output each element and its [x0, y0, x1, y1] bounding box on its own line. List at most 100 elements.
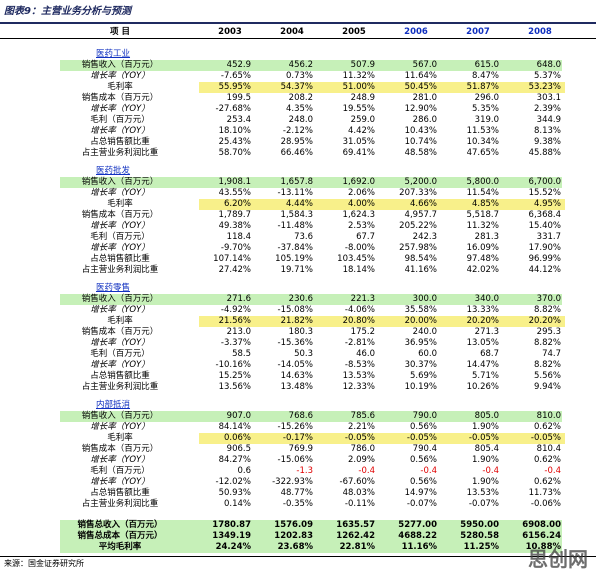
cell-value: 0.56%: [409, 455, 437, 465]
cell-value: 4.44%: [285, 199, 313, 209]
title: 图表9：主营业务分析与预测: [4, 6, 131, 17]
cell-value: -10.16%: [215, 360, 251, 370]
cell-value: 0.62%: [533, 455, 561, 465]
cell-value: 10.74%: [404, 137, 437, 147]
cell-value: 13.48%: [280, 382, 313, 392]
cell-value: 906.5: [226, 444, 251, 454]
row-highlight: [60, 177, 562, 188]
cell-value: 11.64%: [404, 71, 437, 81]
cell-value: 48.58%: [404, 148, 437, 158]
cell-value: 259.0: [350, 115, 375, 125]
cell-value: -0.05%: [344, 433, 375, 443]
header-year: 2007: [466, 27, 490, 37]
cell-value: -0.4: [482, 466, 499, 476]
row-label: 销售收入（百万元）: [81, 411, 159, 421]
cell-value: 790.0: [412, 411, 437, 421]
cell-value: 567.0: [412, 60, 437, 70]
cell-value: 769.9: [288, 444, 313, 454]
cell-value: 15.52%: [528, 188, 561, 198]
cell-value: -0.07%: [468, 499, 499, 509]
cell-value: 35.58%: [404, 305, 437, 315]
cell-value: 281.3: [474, 232, 499, 242]
cell-value: 4.85%: [471, 199, 499, 209]
cell-value: 253.4: [226, 115, 251, 125]
section-title: 医药工业: [96, 49, 131, 59]
cell-value: 51.87%: [466, 82, 499, 92]
cell-value: 5.35%: [471, 104, 499, 114]
cell-value: 0.14%: [223, 499, 251, 509]
cell-value: 4688.22: [398, 531, 437, 541]
cell-value: 28.95%: [280, 137, 313, 147]
cell-value: 107.14%: [213, 254, 251, 264]
row-label: 占主营业务利润比重: [81, 382, 159, 392]
cell-value: -0.4: [358, 466, 375, 476]
cell-value: 5,800.0: [466, 177, 499, 187]
cell-value: 2.09%: [347, 455, 375, 465]
cell-value: 248.9: [350, 93, 375, 103]
row-label: 销售收入（百万元）: [81, 177, 159, 187]
cell-value: 205.22%: [399, 221, 437, 231]
cell-value: 4.95%: [533, 199, 561, 209]
row-label: 增长率（YOY）: [90, 243, 150, 253]
cell-value: 810.4: [536, 444, 561, 454]
total-label: 平均毛利率: [98, 542, 142, 552]
row-label: 毛利（百万元）: [90, 349, 150, 359]
cell-value: 296.0: [474, 93, 499, 103]
cell-value: 242.3: [412, 232, 437, 242]
row-label: 销售成本（百万元）: [81, 327, 159, 337]
cell-value: 18.10%: [218, 126, 251, 136]
cell-value: 74.7: [542, 349, 561, 359]
cell-value: -7.65%: [220, 71, 251, 81]
cell-value: 0.56%: [409, 477, 437, 487]
cell-value: -3.37%: [220, 338, 251, 348]
cell-value: -15.36%: [277, 338, 313, 348]
row-label: 销售收入（百万元）: [81, 60, 159, 70]
cell-value: 1576.09: [274, 520, 313, 530]
cell-value: 66.46%: [280, 148, 313, 158]
cell-value: 286.0: [412, 115, 437, 125]
cell-value: 0.6: [237, 466, 251, 476]
cell-value: 1780.87: [212, 520, 251, 530]
cell-value: 370.0: [536, 294, 561, 304]
cell-value: 55.95%: [218, 82, 251, 92]
header-year: 2008: [528, 27, 552, 37]
cell-value: 1.90%: [471, 422, 499, 432]
cell-value: 8.47%: [471, 71, 499, 81]
cell-value: 805.4: [474, 444, 499, 454]
cell-value: 13.53%: [466, 488, 499, 498]
row-label: 占总销售额比重: [90, 254, 150, 264]
row-label: 毛利（百万元）: [90, 115, 150, 125]
cell-value: 6908.00: [522, 520, 561, 530]
header-rule: [0, 38, 596, 39]
cell-value: 0.56%: [409, 422, 437, 432]
cell-value: 1202.83: [274, 531, 313, 541]
cell-value: 36.95%: [404, 338, 437, 348]
cell-value: 810.0: [536, 411, 561, 421]
cell-value: 452.9: [226, 60, 251, 70]
cell-value: 0.73%: [285, 71, 313, 81]
row-label: 毛利率: [107, 82, 133, 92]
cell-value: -0.05%: [530, 433, 561, 443]
cell-value: 27.42%: [218, 265, 251, 275]
cell-value: -9.70%: [220, 243, 251, 253]
cell-value: 118.4: [226, 232, 251, 242]
cell-value: 5,200.0: [404, 177, 437, 187]
row-highlight: [199, 199, 565, 210]
cell-value: 175.2: [350, 327, 375, 337]
cell-value: 58.5: [232, 349, 251, 359]
cell-value: 4.66%: [409, 199, 437, 209]
cell-value: 23.68%: [277, 542, 313, 552]
cell-value: -15.26%: [277, 422, 313, 432]
row-label: 销售成本（百万元）: [81, 210, 159, 220]
cell-value: -14.05%: [277, 360, 313, 370]
cell-value: 13.53%: [342, 371, 375, 381]
cell-value: 303.1: [536, 93, 561, 103]
cell-value: 1635.57: [336, 520, 375, 530]
cell-value: 221.3: [350, 294, 375, 304]
row-highlight: [60, 542, 562, 553]
cell-value: 14.47%: [466, 360, 499, 370]
cell-value: 11.32%: [466, 221, 499, 231]
cell-value: 20.00%: [404, 316, 437, 326]
cell-value: 58.70%: [218, 148, 251, 158]
header-year: 2006: [404, 27, 428, 37]
